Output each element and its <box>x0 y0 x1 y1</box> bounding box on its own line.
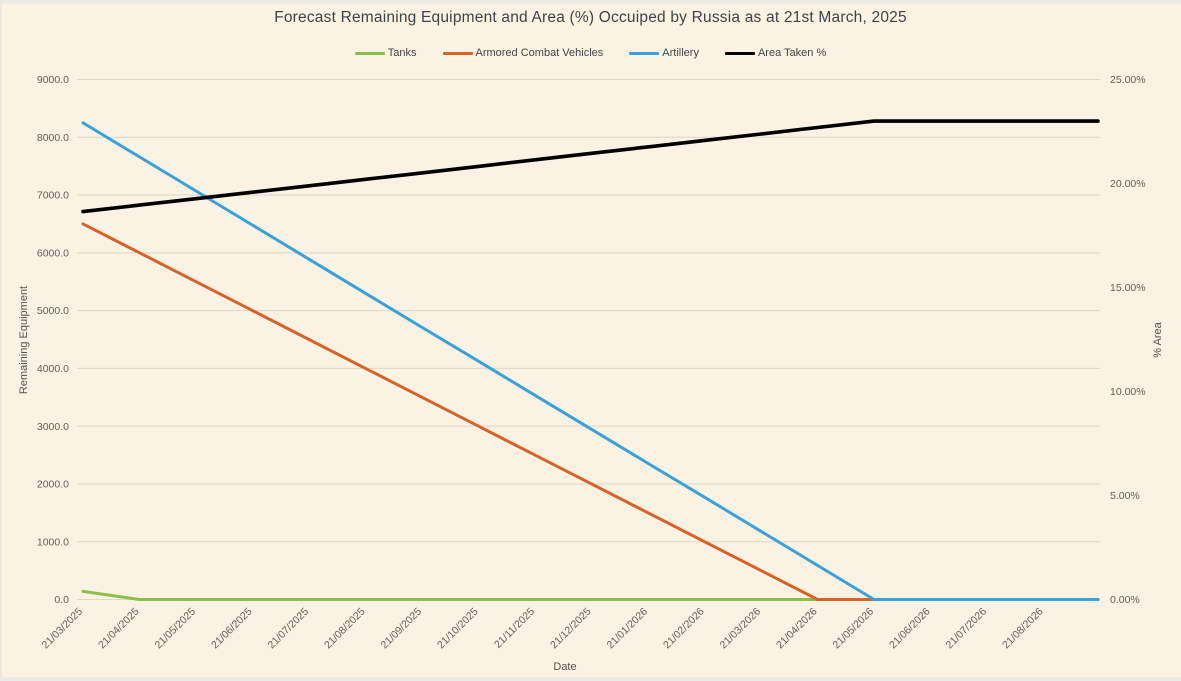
series-line-artillery <box>81 121 1100 601</box>
x-axis-tick-label: 21/08/2025 <box>322 606 368 652</box>
left-axis-title: Remaining Equipment <box>18 286 30 394</box>
x-axis-tick-label: 21/06/2025 <box>209 606 255 652</box>
left-axis-tick-label: 0.0 <box>54 594 69 606</box>
x-axis-tick-labels: 21/03/2025 21/04/2025 21/05/2025 21/06/2025… <box>39 606 1045 652</box>
x-axis-tick-label: 21/12/2025 <box>548 606 594 652</box>
x-axis-tick-label: 21/04/2026 <box>774 606 820 652</box>
chart-title: Forecast Remaining Equipment and Area (%… <box>274 9 907 26</box>
legend-item-area-taken: Area Taken % <box>724 47 827 59</box>
top-edge-strip <box>0 0 1181 4</box>
right-axis-title: % Area <box>1152 321 1164 357</box>
legend-swatch-artillery <box>629 51 660 55</box>
left-edge-strip <box>0 0 2 681</box>
right-axis-tick-label: 25.00% <box>1110 74 1146 86</box>
left-axis-tick-labels: 0.0 1000.0 2000.0 3000.0 4000.0 5000.0 6000.0 7… <box>37 74 69 606</box>
x-axis-tick-label: 21/09/2025 <box>378 606 424 652</box>
x-axis-tick-label: 21/01/2026 <box>604 606 650 652</box>
legend-item-artillery: Artillery <box>629 47 699 59</box>
left-axis-tick-label: 6000.0 <box>37 247 69 259</box>
legend-label-tanks: Tanks <box>387 47 417 59</box>
legend-swatch-area-taken <box>724 51 755 55</box>
bottom-edge-strip <box>0 677 1181 681</box>
x-axis-tick-label: 21/10/2025 <box>435 606 481 652</box>
x-axis-tick-label: 21/07/2025 <box>265 606 311 652</box>
x-axis-tick-label: 21/05/2025 <box>152 606 198 652</box>
legend-item-armored-combat-vehicles: Armored Combat Vehicles <box>442 47 604 59</box>
right-axis-tick-label: 10.00% <box>1110 386 1146 398</box>
legend-label-area-taken: Area Taken % <box>757 47 827 59</box>
left-axis-tick-label: 9000.0 <box>37 74 69 86</box>
left-axis-tick-label: 4000.0 <box>37 363 69 375</box>
x-axis-tick-label: 21/03/2026 <box>717 606 763 652</box>
left-axis-tick-label: 2000.0 <box>37 479 69 491</box>
left-axis-tick-label: 3000.0 <box>37 421 69 433</box>
series-line-area-taken <box>81 119 1100 214</box>
x-axis-tick-label: 21/11/2025 <box>492 606 537 651</box>
left-axis-tick-label: 1000.0 <box>37 536 69 548</box>
legend-item-tanks: Tanks <box>354 47 417 59</box>
legend-label-armored-combat-vehicles: Armored Combat Vehicles <box>475 47 604 59</box>
x-axis-tick-label: 21/05/2026 <box>830 606 876 652</box>
x-axis-tick-label: 21/07/2026 <box>943 606 989 652</box>
right-axis-tick-label: 20.00% <box>1110 178 1146 190</box>
legend-swatch-tanks <box>354 51 385 55</box>
left-axis-tick-label: 7000.0 <box>37 190 69 202</box>
right-axis-tick-label: 5.00% <box>1110 490 1140 502</box>
gridlines <box>77 79 1100 600</box>
series-lines <box>81 119 1100 601</box>
x-axis-tick-label: 21/03/2025 <box>39 606 85 652</box>
x-axis-title: Date <box>553 661 576 673</box>
chart-legend: Tanks Armored Combat Vehicles Artillery Are… <box>0 47 1181 59</box>
legend-swatch-armored-combat-vehicles <box>442 51 473 55</box>
right-axis-tick-labels: 0.00% 5.00% 10.00% 15.00% 20.00% 25.00% <box>1110 74 1146 606</box>
x-axis-tick-label: 21/02/2026 <box>661 606 707 652</box>
right-axis-tick-label: 15.00% <box>1110 282 1146 294</box>
legend-label-artillery: Artillery <box>662 47 699 59</box>
series-line-armored-combat-vehicles <box>81 222 1100 601</box>
left-axis-tick-label: 8000.0 <box>37 132 69 144</box>
x-axis-tick-label: 21/08/2026 <box>1000 606 1046 652</box>
right-axis-tick-label: 0.00% <box>1110 594 1140 606</box>
x-axis-tick-label: 21/06/2026 <box>887 606 933 652</box>
x-axis-tick-label: 21/04/2025 <box>96 606 142 652</box>
left-axis-tick-label: 5000.0 <box>37 305 69 317</box>
